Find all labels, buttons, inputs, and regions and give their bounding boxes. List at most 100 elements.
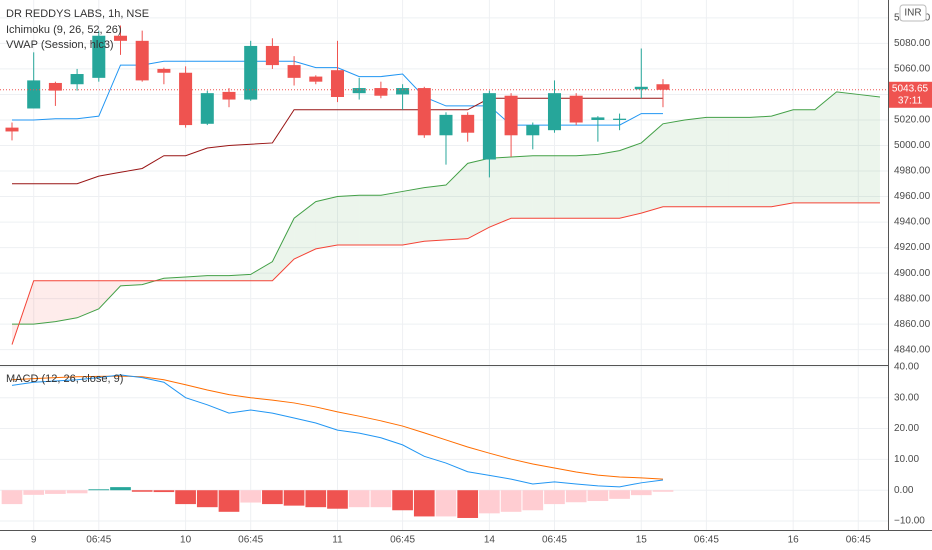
signal-line (11, 375, 664, 480)
x-tick-label: 16 (788, 535, 800, 546)
y-tick-label: 4960.00 (894, 191, 931, 202)
y-tick-label: 5000.00 (894, 140, 931, 151)
x-tick-label: 06:45 (846, 535, 871, 546)
candle-body (48, 82, 62, 91)
candle-body (352, 88, 366, 94)
y-tick-label: 5020.00 (894, 115, 931, 126)
cloud-fill (554, 155, 577, 219)
candle-body (135, 40, 149, 81)
cloud-fill (337, 195, 360, 246)
histogram-bar (457, 490, 479, 518)
x-tick-label: 06:45 (694, 535, 719, 546)
candle-body (613, 118, 627, 120)
candle-body (634, 86, 648, 90)
x-tick-label: 10 (180, 535, 192, 546)
candle-body (526, 125, 540, 136)
cloud-fill (597, 150, 620, 219)
x-tick-label: 06:45 (238, 535, 263, 546)
y-tick-label: 4980.00 (894, 166, 931, 177)
histogram-bar (131, 490, 153, 492)
x-tick-label: 14 (484, 535, 496, 546)
cloud-fill (55, 280, 78, 322)
candle-body (461, 114, 475, 133)
cloud-fill (359, 195, 381, 246)
histogram-bar (218, 490, 240, 512)
histogram-bar (500, 490, 522, 512)
histogram-bar (305, 490, 327, 508)
cloud-fill (771, 109, 794, 207)
candle-body (200, 93, 214, 124)
cloud-fill (33, 280, 56, 325)
histogram-bar (283, 490, 305, 506)
histogram-bar (413, 490, 435, 517)
histogram-bar (522, 490, 544, 511)
cloud-fill (489, 156, 512, 228)
macd-line (11, 374, 664, 488)
candle-body (504, 95, 518, 136)
candle-body (5, 127, 19, 132)
cloud-fill (98, 280, 121, 309)
histogram-bar (609, 490, 630, 499)
histogram-bar (153, 490, 175, 493)
candle-body (27, 80, 41, 109)
cloud-fill (641, 123, 663, 214)
last-price-label: 5043.65 (892, 83, 929, 94)
cloud-fill (467, 158, 490, 239)
cloud-fill (380, 191, 403, 246)
histogram-bar (66, 490, 88, 494)
histogram-bar (175, 490, 196, 505)
histogram-bar (392, 490, 413, 511)
candle-body (70, 74, 84, 85)
countdown-label: 37:11 (898, 95, 923, 106)
x-tick-label: 06:45 (86, 535, 111, 546)
histogram-bar (110, 487, 131, 491)
histogram-bar (652, 490, 674, 492)
indicator-label: Ichimoku (9, 26, 52, 26) (6, 24, 122, 36)
y-tick-label: 20.00 (894, 423, 919, 434)
cloud-fill (228, 274, 251, 281)
cloud-fill (858, 94, 880, 203)
plot (0, 25, 888, 518)
last-price-badge (889, 81, 932, 108)
y-tick-label: 4840.00 (894, 344, 931, 355)
cloud-fill (163, 276, 186, 281)
cloud-fill (294, 201, 316, 260)
candle-body (309, 76, 323, 82)
y-tick-label: 4880.00 (894, 293, 931, 304)
candle-body (330, 70, 344, 97)
cloud-fill (619, 142, 642, 219)
cloud-fill (662, 119, 685, 207)
cloud-fill (793, 109, 815, 203)
histogram-bar (196, 490, 218, 508)
x-tick-label: 15 (636, 535, 648, 546)
histogram-bar (88, 489, 110, 491)
cloud-fill (728, 117, 750, 207)
candle-body (222, 91, 236, 100)
candle-body (92, 35, 106, 78)
cloud-fill (402, 187, 425, 246)
candle-body (396, 88, 410, 95)
cloud-fill (511, 155, 533, 219)
cloud-fill (445, 163, 468, 240)
candle-body (482, 93, 496, 160)
candle-body (179, 72, 193, 126)
histogram-bar (630, 490, 652, 496)
x-tick-label: 06:45 (390, 535, 415, 546)
y-tick-label: 4900.00 (894, 268, 931, 279)
candle-body (287, 65, 301, 78)
cloud-fill (706, 117, 729, 207)
cloud-fill (77, 280, 99, 318)
currency-label: INR (904, 8, 921, 19)
currency-button[interactable] (899, 4, 927, 22)
cloud-fill (250, 261, 273, 281)
indicator-label: VWAP (Session, hlc3) (6, 39, 114, 51)
y-tick-label: 5060.00 (894, 64, 931, 75)
x-tick-label: 06:45 (542, 535, 567, 546)
cloud-fill (836, 91, 859, 203)
candle-body (265, 45, 279, 66)
y-tick-label: 40.00 (894, 361, 919, 372)
y-tick-label: 5080.00 (894, 38, 931, 49)
y-tick-label: −10.00 (894, 516, 925, 527)
